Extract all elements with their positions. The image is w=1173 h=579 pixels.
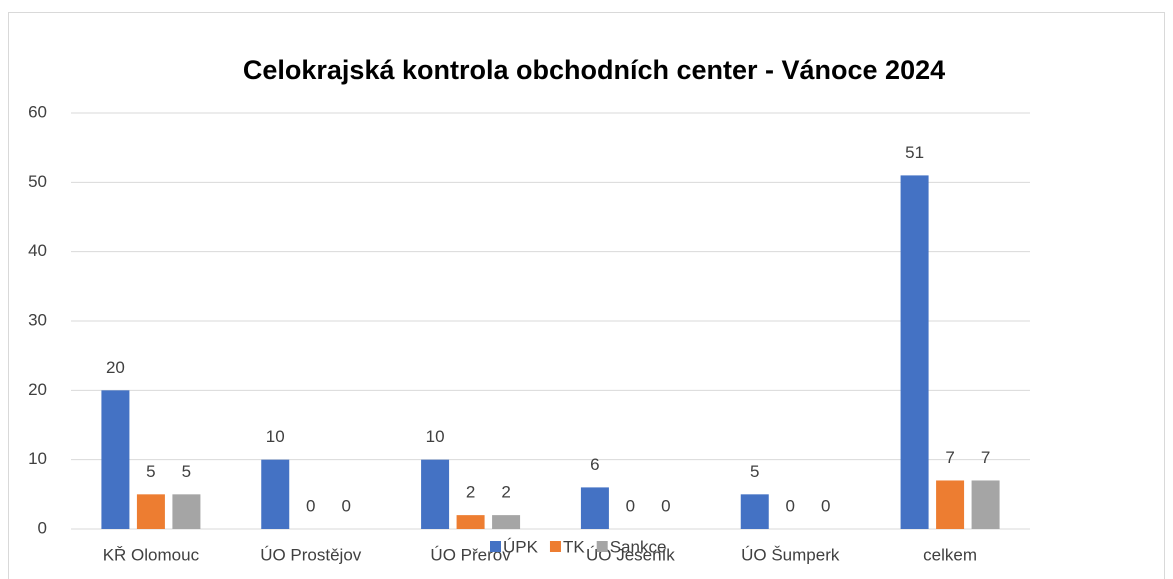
data-label: 51 (905, 143, 924, 162)
data-label: 0 (821, 496, 830, 515)
data-label: 7 (945, 448, 954, 467)
data-label: 5 (750, 462, 759, 481)
legend-swatch (549, 541, 561, 552)
legend-swatch (596, 541, 608, 552)
data-label: 5 (182, 462, 191, 481)
data-label: 10 (426, 427, 445, 446)
y-tick-label: 30 (28, 310, 47, 329)
bar (740, 494, 769, 529)
bar (172, 494, 201, 529)
bar (101, 390, 130, 529)
bar (900, 175, 929, 529)
bar (136, 494, 165, 529)
x-tick-label: celkem (923, 545, 977, 564)
data-label: 2 (466, 483, 475, 502)
bar (936, 480, 965, 529)
data-label: 0 (626, 496, 635, 515)
y-tick-label: 20 (28, 380, 47, 399)
legend-swatch (490, 541, 501, 552)
data-label: 0 (342, 496, 351, 515)
data-label: 6 (590, 455, 599, 474)
y-tick-label: 40 (28, 241, 47, 260)
bar (580, 487, 609, 529)
y-tick-label: 50 (28, 172, 47, 191)
data-label: 10 (266, 427, 285, 446)
data-label: 7 (981, 448, 990, 467)
data-label: 5 (146, 462, 155, 481)
x-tick-label: ÚO Prostějov (260, 545, 362, 564)
data-label: 0 (661, 496, 670, 515)
data-label: 20 (106, 358, 125, 377)
y-tick-label: 0 (38, 518, 47, 537)
bar (421, 459, 450, 529)
legend-label: Sankce (610, 537, 667, 556)
bar (261, 459, 290, 529)
data-label: 0 (306, 496, 315, 515)
legend-label: ÚPK (503, 537, 539, 556)
x-tick-label: KŘ Olomouc (103, 545, 200, 564)
data-label: 2 (501, 483, 510, 502)
x-tick-label: ÚO Šumperk (741, 545, 840, 564)
y-tick-label: 10 (28, 449, 47, 468)
legend-label: TK (563, 537, 585, 556)
chart-title: Celokrajská kontrola obchodních center -… (243, 55, 945, 85)
data-label: 0 (786, 496, 795, 515)
bar (492, 515, 521, 529)
bar (456, 515, 485, 529)
y-tick-label: 60 (28, 102, 47, 121)
bar (971, 480, 1000, 529)
x-tick-label: ÚO Jeseník (586, 545, 675, 564)
